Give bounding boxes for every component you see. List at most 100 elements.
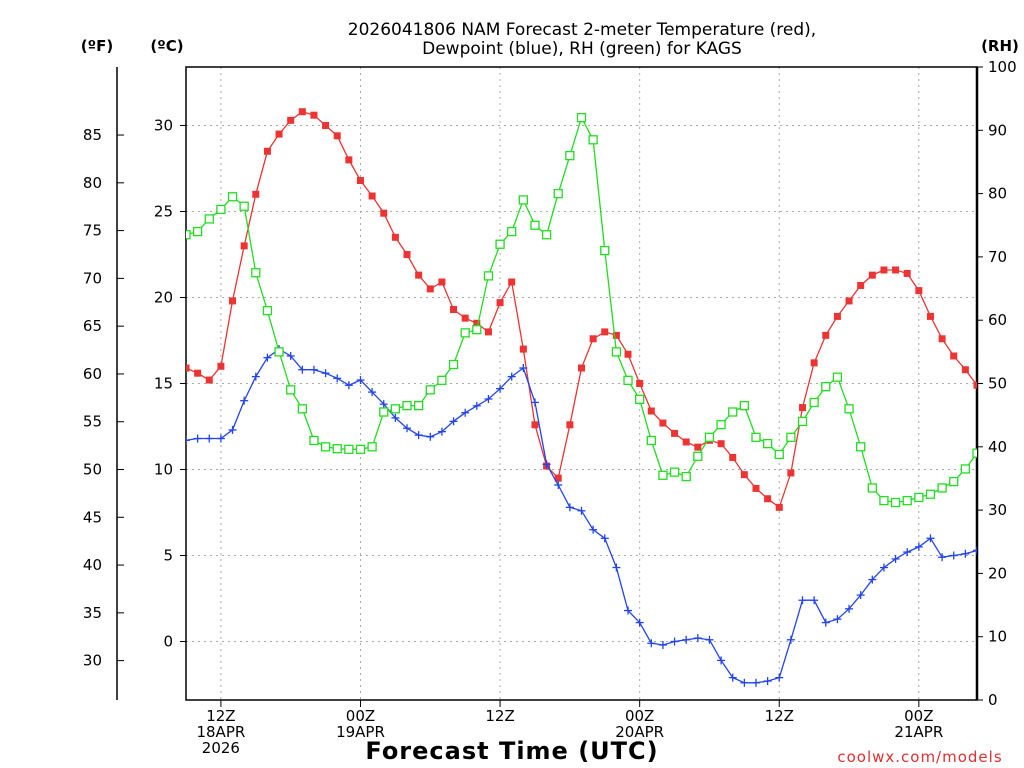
rh-point bbox=[600, 245, 610, 256]
rh-point bbox=[646, 435, 656, 446]
x-tick-label: 00Z bbox=[904, 707, 933, 725]
rh-point bbox=[821, 382, 831, 392]
temperature-point bbox=[833, 312, 841, 320]
rh-point bbox=[460, 328, 470, 338]
rh-point bbox=[227, 192, 238, 202]
fahrenheit-tick-label: 45 bbox=[83, 508, 102, 526]
dewpoint-point bbox=[344, 381, 353, 390]
dewpoint-point bbox=[379, 400, 388, 409]
dewpoint-point bbox=[961, 549, 970, 558]
temperature-point bbox=[647, 407, 655, 415]
dewpoint-point bbox=[368, 388, 377, 397]
temperature-point bbox=[333, 132, 341, 140]
dewpoint-point bbox=[193, 434, 202, 443]
fahrenheit-tick-label: 75 bbox=[83, 222, 102, 240]
dewpoint-point bbox=[670, 637, 679, 646]
fahrenheit-unit-label: (ºF) bbox=[81, 37, 113, 55]
temperature-point bbox=[601, 328, 609, 336]
rh-point bbox=[262, 306, 273, 316]
temperature-point bbox=[287, 116, 295, 124]
temperature-point bbox=[822, 331, 830, 339]
dewpoint-point bbox=[565, 503, 574, 512]
dewpoint-point bbox=[554, 480, 563, 489]
rh-point bbox=[186, 230, 191, 240]
rh-tick-label: 50 bbox=[988, 375, 1007, 393]
dewpoint-point bbox=[251, 372, 260, 381]
rh-point bbox=[681, 471, 691, 482]
dewpoint-point bbox=[682, 635, 691, 644]
temperature-point bbox=[950, 352, 958, 360]
rh-point bbox=[530, 220, 540, 230]
rh-point bbox=[902, 495, 912, 506]
rh-point bbox=[937, 483, 947, 493]
temperature-point bbox=[775, 503, 783, 511]
dewpoint-point bbox=[309, 365, 318, 374]
x-axis-label: Forecast Time (UTC) bbox=[365, 737, 658, 765]
dewpoint-point bbox=[519, 364, 528, 373]
rh-point bbox=[379, 407, 389, 417]
dewpoint-point bbox=[833, 615, 842, 624]
dewpoint-point bbox=[612, 563, 621, 572]
rh-unit-label: (RH) bbox=[981, 37, 1019, 55]
temperature-point bbox=[186, 364, 190, 372]
rh-point bbox=[797, 416, 808, 427]
celsius-tick-label: 0 bbox=[163, 633, 173, 651]
temperature-point bbox=[659, 419, 667, 427]
dewpoint-point bbox=[437, 427, 446, 436]
rh-point bbox=[576, 112, 587, 123]
temperature-point bbox=[322, 121, 330, 129]
dewpoint-point bbox=[205, 434, 214, 443]
dewpoint-point bbox=[926, 534, 935, 543]
rh-point bbox=[286, 385, 296, 395]
celsius-tick-label: 15 bbox=[154, 375, 173, 393]
x-tick-label: 18APR bbox=[196, 723, 245, 741]
rh-point bbox=[635, 394, 645, 404]
temperature-point bbox=[438, 278, 446, 286]
rh-tick-label: 30 bbox=[988, 501, 1007, 519]
data-series bbox=[186, 108, 977, 687]
dewpoint-point bbox=[298, 365, 307, 374]
dewpoint-point bbox=[740, 678, 749, 687]
dewpoint-point bbox=[879, 563, 888, 572]
x-tick-label: 2026 bbox=[202, 739, 240, 757]
rh-tick-label: 90 bbox=[988, 121, 1007, 139]
temperature-point bbox=[345, 156, 353, 164]
dewpoint-point bbox=[647, 639, 656, 648]
temperature-point bbox=[461, 314, 469, 322]
dewpoint-point bbox=[496, 384, 505, 393]
rh-tick-label: 20 bbox=[988, 564, 1007, 582]
celsius-tick-label: 20 bbox=[154, 288, 173, 306]
temperature-point bbox=[578, 364, 585, 372]
rh-point bbox=[960, 464, 971, 474]
dewpoint-point bbox=[321, 369, 330, 378]
dewpoint-point bbox=[333, 374, 342, 383]
dewpoint-series bbox=[186, 345, 977, 687]
dewpoint-point bbox=[449, 417, 458, 426]
temperature-point bbox=[857, 281, 865, 289]
dewpoint-point bbox=[403, 424, 412, 433]
temperature-point bbox=[868, 271, 876, 279]
dewpoint-point bbox=[600, 534, 609, 543]
rh-point bbox=[716, 419, 726, 430]
temperature-point bbox=[671, 429, 679, 437]
rh-point bbox=[762, 438, 773, 449]
dewpoint-point bbox=[717, 656, 726, 665]
rh-point bbox=[483, 271, 494, 281]
dewpoint-point bbox=[763, 677, 772, 686]
rh-point bbox=[192, 226, 203, 237]
dewpoint-point bbox=[414, 431, 423, 440]
x-tick-label: 00Z bbox=[346, 707, 375, 725]
credit-text[interactable]: coolwx.com/models bbox=[837, 748, 1002, 766]
temperature-point bbox=[403, 250, 411, 258]
dewpoint-point bbox=[530, 398, 539, 407]
temperature-point bbox=[415, 271, 423, 279]
rh-point bbox=[216, 204, 226, 215]
x-tick-label: 19APR bbox=[336, 723, 385, 741]
rh-point bbox=[890, 497, 901, 508]
temperature-point bbox=[694, 443, 702, 451]
rh-tick-label: 70 bbox=[988, 248, 1007, 266]
temperature-point bbox=[938, 335, 946, 343]
dewpoint-point bbox=[426, 432, 435, 441]
dewpoint-point bbox=[542, 460, 551, 469]
temperature-point bbox=[740, 471, 748, 479]
